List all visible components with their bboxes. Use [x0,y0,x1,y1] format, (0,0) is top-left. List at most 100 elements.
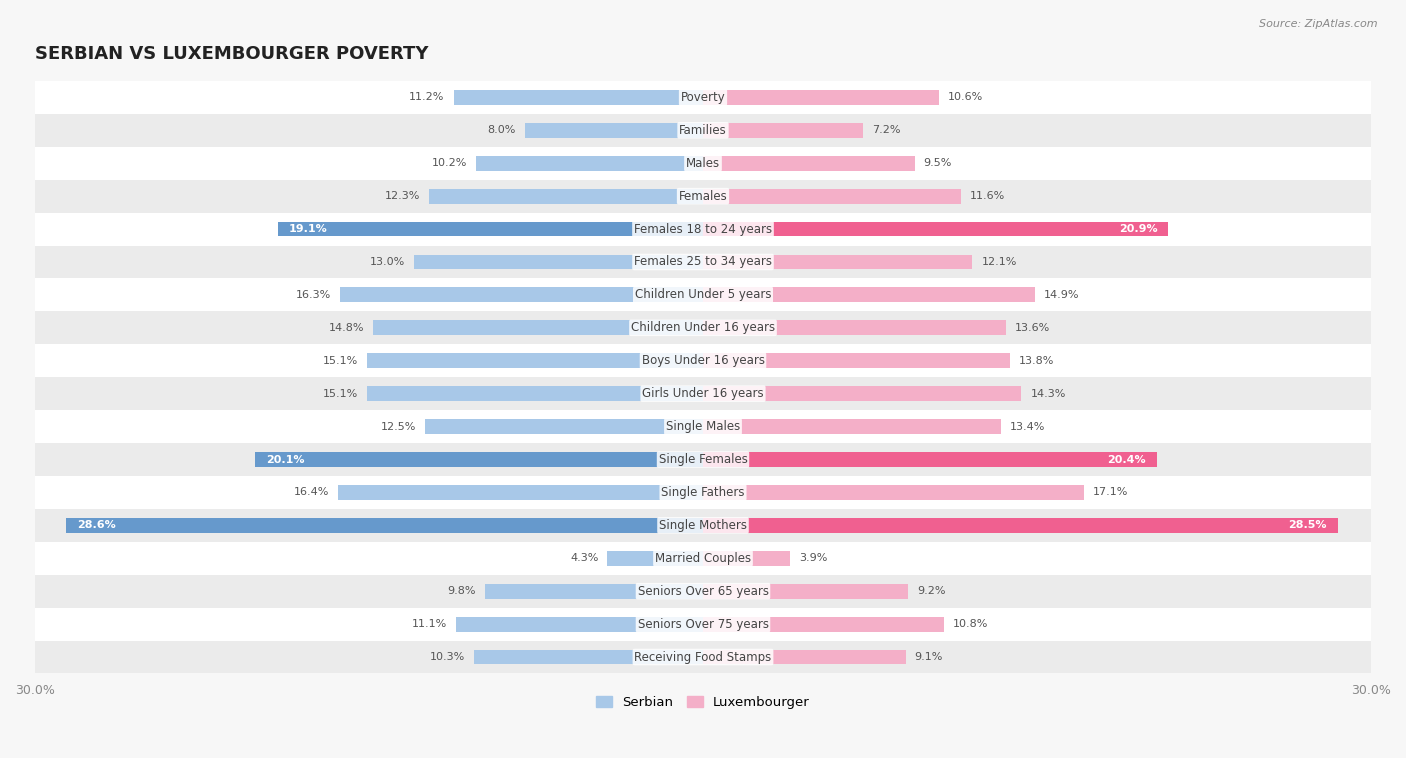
Text: 10.3%: 10.3% [429,652,465,662]
Text: 3.9%: 3.9% [799,553,827,563]
Bar [703,255,973,269]
Text: Families: Families [679,124,727,136]
Text: 9.5%: 9.5% [924,158,952,168]
Bar [35,542,1371,575]
Bar [35,212,1371,246]
Bar [524,123,703,138]
Text: 20.9%: 20.9% [1119,224,1157,234]
Bar [35,608,1371,641]
Bar [703,156,914,171]
Legend: Serbian, Luxembourger: Serbian, Luxembourger [591,691,815,714]
Text: 7.2%: 7.2% [872,125,901,136]
Text: 16.3%: 16.3% [295,290,330,300]
Text: 13.0%: 13.0% [370,257,405,267]
Bar [374,321,703,335]
Bar [429,189,703,204]
Bar [703,485,1084,500]
Bar [35,476,1371,509]
Text: 11.1%: 11.1% [412,619,447,629]
Bar [703,452,1157,467]
Bar [256,452,703,467]
Text: 8.0%: 8.0% [488,125,516,136]
Text: Married Couples: Married Couples [655,552,751,565]
Bar [35,81,1371,114]
Bar [277,221,703,236]
Bar [35,410,1371,443]
Bar [475,156,703,171]
Text: Seniors Over 65 years: Seniors Over 65 years [637,584,769,598]
Bar [703,353,1011,368]
Bar [35,575,1371,608]
Text: Females 25 to 34 years: Females 25 to 34 years [634,255,772,268]
Bar [35,377,1371,410]
Bar [35,114,1371,147]
Bar [35,443,1371,476]
Text: Males: Males [686,157,720,170]
Text: 10.8%: 10.8% [952,619,988,629]
Bar [703,518,1337,533]
Text: Single Mothers: Single Mothers [659,518,747,532]
Bar [703,90,939,105]
Bar [413,255,703,269]
Bar [703,221,1168,236]
Bar [35,509,1371,542]
Bar [35,641,1371,674]
Text: Children Under 16 years: Children Under 16 years [631,321,775,334]
Text: 20.4%: 20.4% [1108,455,1146,465]
Bar [703,123,863,138]
Bar [703,650,905,665]
Bar [35,312,1371,344]
Text: Poverty: Poverty [681,91,725,104]
Text: 12.5%: 12.5% [381,421,416,431]
Text: 28.6%: 28.6% [77,520,117,531]
Text: SERBIAN VS LUXEMBOURGER POVERTY: SERBIAN VS LUXEMBOURGER POVERTY [35,45,429,64]
Bar [337,485,703,500]
Text: 12.3%: 12.3% [385,191,420,201]
Text: 13.4%: 13.4% [1011,421,1046,431]
Bar [425,419,703,434]
Bar [35,180,1371,212]
Text: Single Males: Single Males [666,420,740,433]
Bar [35,246,1371,278]
Bar [35,344,1371,377]
Bar [367,353,703,368]
Bar [703,287,1035,302]
Bar [485,584,703,599]
Bar [703,617,943,631]
Text: 10.6%: 10.6% [948,92,983,102]
Text: 14.8%: 14.8% [329,323,364,333]
Text: 15.1%: 15.1% [322,389,359,399]
Bar [35,278,1371,312]
Text: Source: ZipAtlas.com: Source: ZipAtlas.com [1260,19,1378,29]
Bar [703,321,1005,335]
Text: Females: Females [679,190,727,202]
Bar [454,90,703,105]
Text: Girls Under 16 years: Girls Under 16 years [643,387,763,400]
Text: 14.3%: 14.3% [1031,389,1066,399]
Text: 13.6%: 13.6% [1015,323,1050,333]
Text: 17.1%: 17.1% [1092,487,1128,497]
Text: 10.2%: 10.2% [432,158,467,168]
Bar [66,518,703,533]
Text: 12.1%: 12.1% [981,257,1017,267]
Text: 16.4%: 16.4% [294,487,329,497]
Text: 4.3%: 4.3% [569,553,599,563]
Bar [35,147,1371,180]
Bar [703,189,962,204]
Text: 13.8%: 13.8% [1019,356,1054,366]
Text: 19.1%: 19.1% [288,224,328,234]
Bar [607,551,703,565]
Text: 11.2%: 11.2% [409,92,444,102]
Bar [703,419,1001,434]
Text: Single Females: Single Females [658,453,748,466]
Bar [703,387,1021,401]
Text: Seniors Over 75 years: Seniors Over 75 years [637,618,769,631]
Text: 9.8%: 9.8% [447,586,475,597]
Bar [340,287,703,302]
Bar [456,617,703,631]
Bar [367,387,703,401]
Text: Single Fathers: Single Fathers [661,486,745,499]
Text: Children Under 5 years: Children Under 5 years [634,288,772,302]
Text: Receiving Food Stamps: Receiving Food Stamps [634,650,772,663]
Text: 11.6%: 11.6% [970,191,1005,201]
